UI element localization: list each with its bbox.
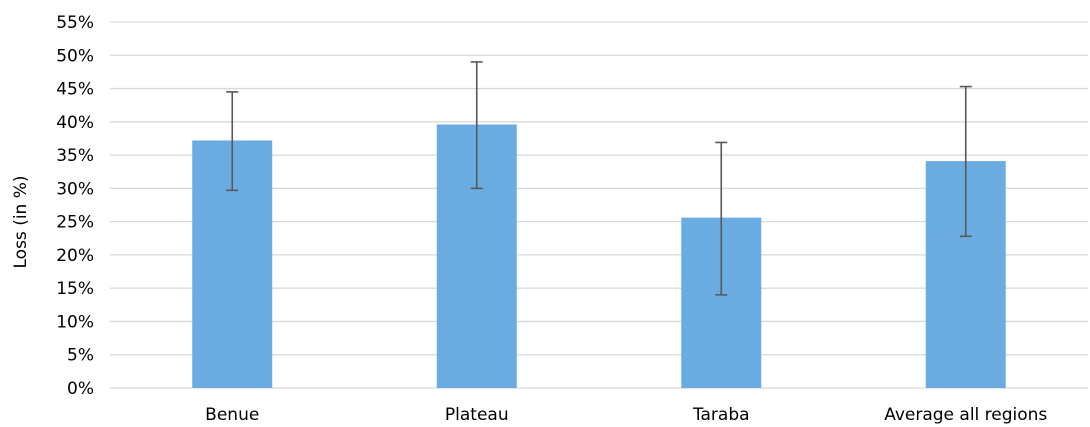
error-bars [226,61,972,296]
y-tick-label: 40% [56,113,94,133]
y-tick-label: 0% [67,379,94,399]
error-bar [715,141,728,296]
y-tick-label: 20% [56,246,94,266]
category-labels: Benue Plateau Taraba Average all regions [205,405,1047,425]
error-bar [470,61,483,190]
x-tick-label: Benue [205,405,259,425]
bars [192,124,1006,388]
y-tick-labels: 0% 5% 10% 15% 20% 25% 30% 35% 40% 45% 50% 55% [56,13,94,399]
y-tick-label: 50% [56,46,94,66]
y-tick-label: 10% [56,312,94,332]
y-tick-label: 45% [56,80,94,100]
gridlines [110,21,1088,389]
x-tick-label: Taraba [692,405,750,425]
y-tick-label: 25% [56,213,94,233]
y-axis-title: Loss (in %) [11,175,31,268]
error-bar [226,91,239,192]
y-tick-label: 15% [56,279,94,299]
x-tick-label: Average all regions [884,405,1047,425]
error-bar [959,85,972,238]
y-tick-label: 5% [67,346,94,366]
y-tick-label: 35% [56,146,94,166]
x-tick-label: Plateau [445,405,509,425]
y-tick-label: 55% [56,13,94,33]
y-tick-label: 30% [56,179,94,199]
